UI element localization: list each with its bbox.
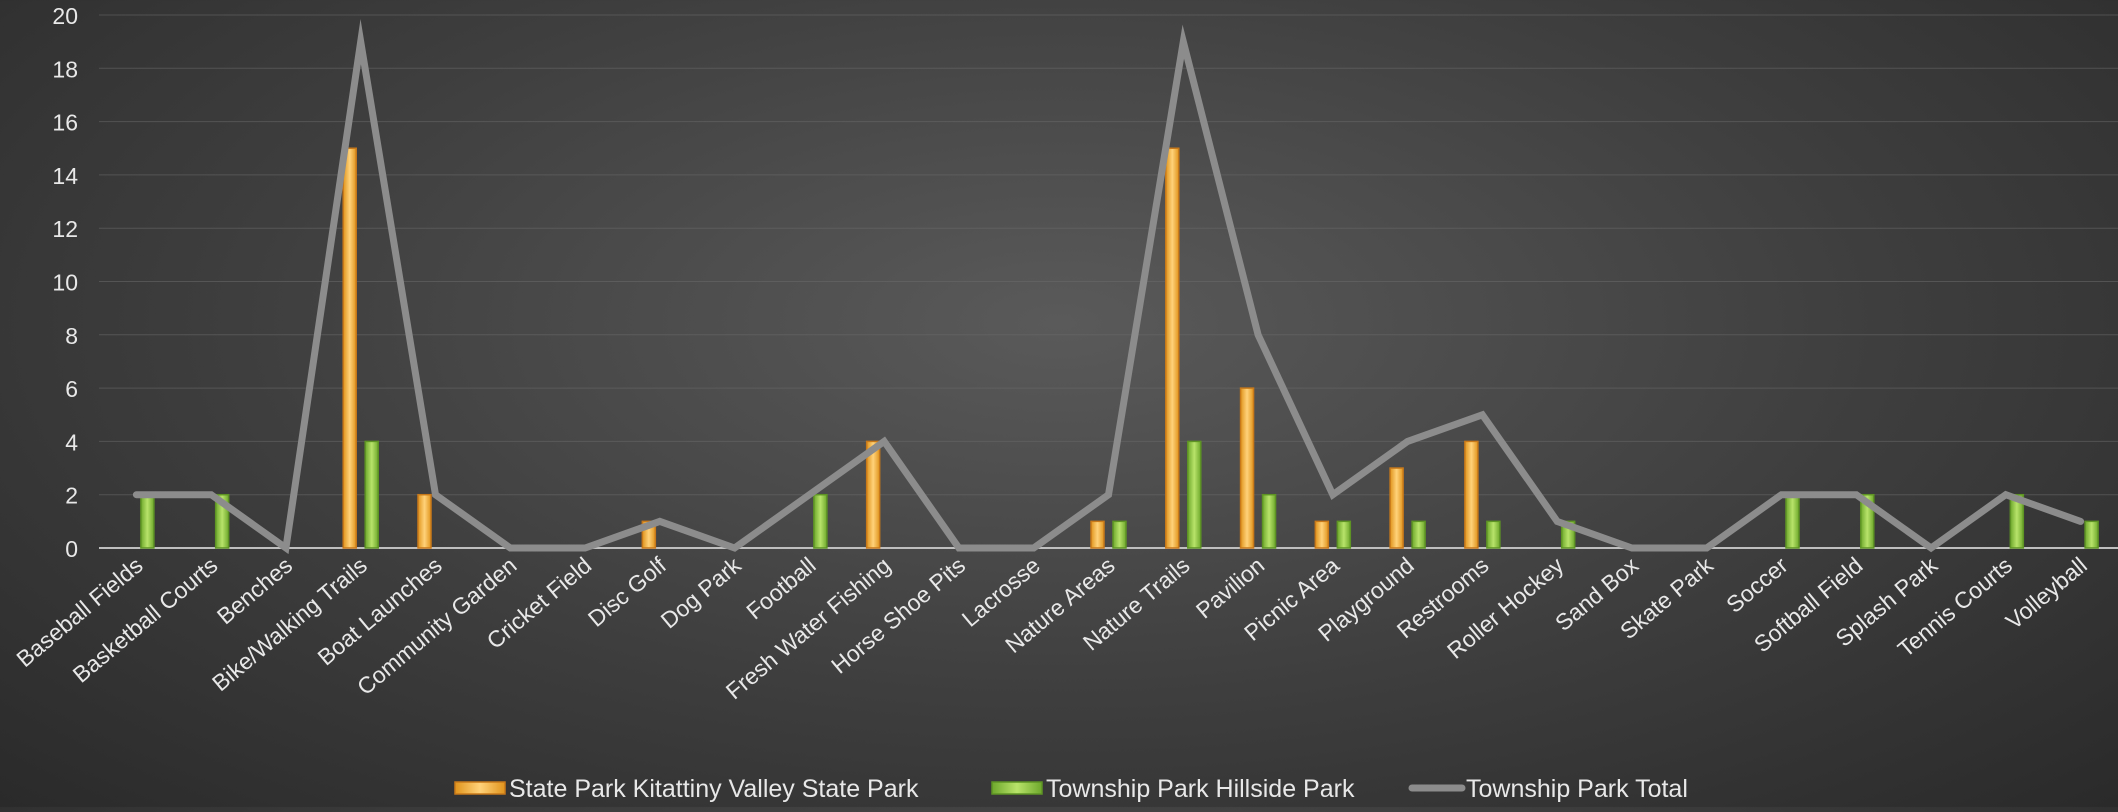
legend-label: Township Park Hillside Park <box>1046 775 1355 803</box>
bar <box>1786 495 1799 548</box>
legend-label: Township Park Total <box>1466 775 1688 803</box>
y-tick-label: 16 <box>52 110 78 136</box>
legend-label: State Park Kitattiny Valley State Park <box>509 775 919 803</box>
bar <box>1465 441 1478 548</box>
bar <box>418 495 431 548</box>
bar <box>1166 148 1179 548</box>
y-tick-label: 0 <box>65 536 78 562</box>
y-tick-label: 20 <box>52 3 78 29</box>
bar <box>1113 521 1126 548</box>
y-tick-label: 8 <box>65 323 78 349</box>
legend-swatch <box>455 782 505 794</box>
bar <box>343 148 356 548</box>
x-tick-label: Disc Golf <box>583 552 672 632</box>
bar <box>1315 521 1328 548</box>
y-tick-label: 10 <box>52 270 78 296</box>
bar <box>1188 441 1201 548</box>
bar <box>141 495 154 548</box>
legend-swatch <box>992 782 1042 794</box>
y-tick-label: 14 <box>52 163 78 189</box>
y-tick-label: 4 <box>65 429 78 455</box>
x-tick-label: Horse Shoe Pits <box>826 552 970 679</box>
x-tick-label: Volleyball <box>2001 552 2092 634</box>
x-tick-label: Dog Park <box>656 552 747 634</box>
bar <box>867 441 880 548</box>
series-line <box>136 42 2080 548</box>
bar <box>1263 495 1276 548</box>
bar <box>1412 521 1425 548</box>
bar <box>1487 521 1500 548</box>
x-tick-label: Baseball Fields <box>11 552 147 672</box>
legend: State Park Kitattiny Valley State Park To… <box>455 775 1688 803</box>
y-tick-label: 12 <box>52 216 78 242</box>
bar <box>365 441 378 548</box>
bar <box>1337 521 1350 548</box>
bar <box>1241 388 1254 548</box>
y-tick-label: 18 <box>52 56 78 82</box>
y-tick-label: 2 <box>65 483 78 509</box>
bar <box>814 495 827 548</box>
y-tick-label: 6 <box>65 376 78 402</box>
bar <box>2085 521 2098 548</box>
bar <box>1091 521 1104 548</box>
line-series <box>136 42 2080 549</box>
bar <box>1390 468 1403 548</box>
x-tick-label: Soccer <box>1721 552 1793 618</box>
y-axis: 0 2 4 6 8 10 12 14 16 18 20 <box>52 3 78 562</box>
